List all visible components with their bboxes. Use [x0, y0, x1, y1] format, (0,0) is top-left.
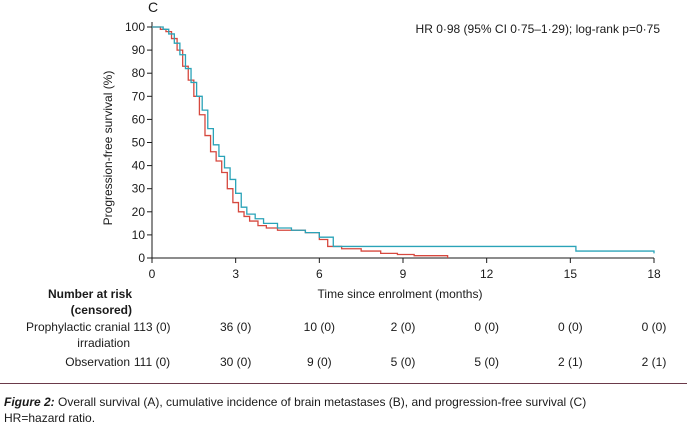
caption-title: Overall survival (A), cumulative inciden…	[54, 395, 587, 409]
y-tick-label: 70	[132, 89, 146, 103]
risk-heading-line2: (censored)	[71, 303, 132, 317]
x-tick-label: 0	[149, 267, 156, 281]
risk-row-pci-label-2: irradiation	[77, 336, 130, 350]
series-line-observation	[152, 26, 655, 254]
risk-value: 0 (0)	[642, 320, 667, 334]
risk-value: 113 (0)	[133, 320, 170, 334]
caption-figure-label: Figure 2:	[4, 395, 55, 409]
series-layer	[152, 26, 655, 258]
series-line-pci	[152, 26, 449, 258]
x-tick-label: 6	[316, 267, 323, 281]
km-chart: C HR 0·98 (95% CI 0·75–1·29); log-rank p…	[26, 0, 666, 369]
axes: 0 10 20 30 40 50 60 70 80 90 100 0 3 6 9 12 15 18	[125, 20, 661, 281]
y-tick-label: 80	[132, 66, 146, 80]
risk-value: 36 (0)	[220, 320, 251, 334]
risk-value: 2 (1)	[642, 355, 667, 369]
y-tick-label: 20	[132, 205, 146, 219]
y-tick-label: 50	[132, 136, 146, 150]
y-tick-label: 90	[132, 43, 146, 57]
x-axis-title: Time since enrolment (months)	[318, 287, 483, 301]
y-tick-label: 0	[138, 251, 145, 265]
risk-heading-line1: Number at risk	[48, 287, 132, 301]
x-tick-label: 3	[232, 267, 239, 281]
risk-value: 10 (0)	[304, 320, 335, 334]
y-axis-title: Progression-free survival (%)	[101, 71, 115, 226]
x-tick-label: 12	[480, 267, 494, 281]
caption-divider	[0, 383, 687, 384]
y-tick-label: 40	[132, 159, 146, 173]
risk-value: 2 (1)	[558, 355, 583, 369]
risk-value: 0 (0)	[558, 320, 583, 334]
figure-caption: Figure 2: Overall survival (A), cumulati…	[4, 394, 684, 426]
risk-table: Number at risk (censored) Prophylactic c…	[26, 287, 666, 369]
y-tick-label: 10	[132, 228, 146, 242]
hr-annotation: HR 0·98 (95% CI 0·75–1·29); log-rank p=0…	[416, 22, 661, 36]
x-tick-label: 15	[564, 267, 578, 281]
risk-value: 2 (0)	[391, 320, 416, 334]
risk-value: 111 (0)	[134, 355, 170, 369]
risk-value: 5 (0)	[474, 355, 499, 369]
risk-values: 113 (0) 36 (0) 10 (0) 2 (0) 0 (0) 0 (0) 0 (0) 1…	[133, 320, 666, 369]
x-tick-label: 9	[400, 267, 407, 281]
risk-value: 9 (0)	[307, 355, 332, 369]
risk-row-pci-label-1: Prophylactic cranial	[26, 320, 130, 334]
y-tick-label: 60	[132, 112, 146, 126]
panel-label: C	[148, 0, 158, 15]
risk-value: 30 (0)	[220, 355, 251, 369]
y-tick-label: 100	[125, 20, 145, 34]
caption-abbrev: HR=hazard ratio.	[4, 411, 96, 425]
x-tick-label: 18	[647, 267, 661, 281]
y-tick-label: 30	[132, 182, 146, 196]
risk-value: 5 (0)	[391, 355, 416, 369]
risk-row-obs-label: Observation	[65, 355, 130, 369]
risk-value: 0 (0)	[474, 320, 499, 334]
